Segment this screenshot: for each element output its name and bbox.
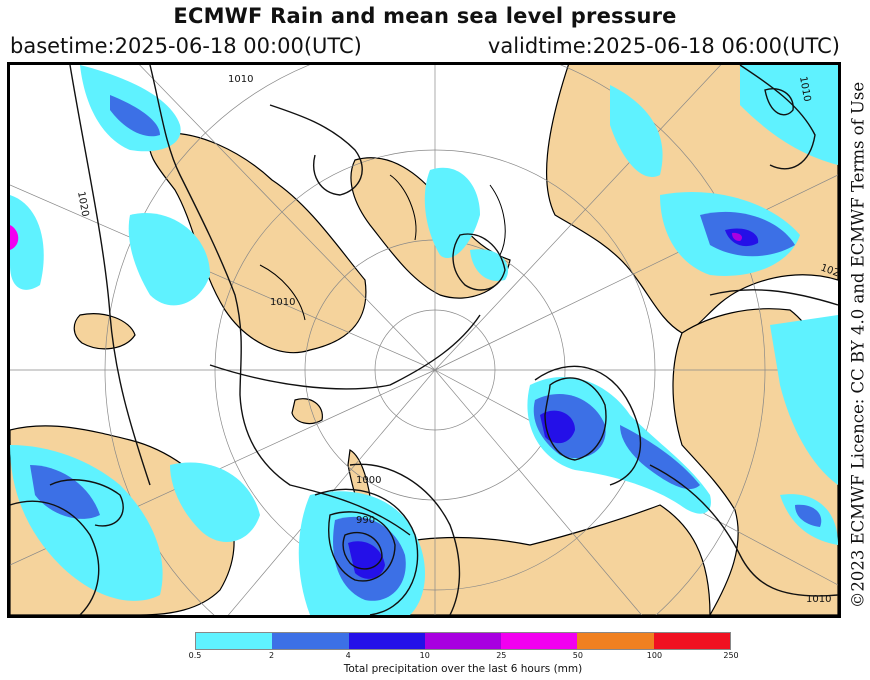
colorbar-tick: 50 xyxy=(572,651,583,660)
precip-labrador xyxy=(10,195,44,290)
colorbar-tick: 100 xyxy=(646,651,663,660)
licence-label: ©2023 ECMWF Licence: CC BY 4.0 and ECMWF… xyxy=(848,81,868,609)
colorbar-tick: 250 xyxy=(723,651,739,660)
land-iceland xyxy=(73,313,136,350)
precip-north-america-east xyxy=(610,85,663,177)
colorbar-segment xyxy=(501,633,578,649)
validtime-label: validtime:2025-06-18 06:00(UTC) xyxy=(487,34,840,58)
isobar-label: 1020 xyxy=(75,191,90,218)
land-greenland xyxy=(148,132,367,354)
land-svalbard xyxy=(291,398,323,425)
map-canvas: 1010 1020 1010 1010 1000 990 1020 1010 xyxy=(10,65,838,615)
isobar-label: 1010 xyxy=(228,74,253,85)
precipitation-colorbar xyxy=(195,632,731,650)
colorbar-segment xyxy=(577,633,654,649)
colorbar-segment xyxy=(348,633,425,649)
isobar-label: 990 xyxy=(356,515,375,526)
precip-greenland-sea xyxy=(128,213,210,306)
colorbar-label: Total precipitation over the last 6 hour… xyxy=(343,663,583,675)
colorbar-tick: 4 xyxy=(345,651,351,660)
isobar-label: 1010 xyxy=(270,297,295,308)
basetime-label: basetime:2025-06-18 00:00(UTC) xyxy=(10,34,362,58)
map-panel[interactable]: 1010 1020 1010 1010 1000 990 1020 1010 xyxy=(7,62,841,618)
colorbar-ticks: 0.5 2 4 10 25 50 100 250 xyxy=(189,651,739,663)
isobar-label: 1010 xyxy=(797,76,812,103)
colorbar-segment xyxy=(272,633,349,649)
precip-canada-north xyxy=(424,167,480,259)
chart-title: ECMWF Rain and mean sea level pressure xyxy=(173,4,677,28)
colorbar-segment xyxy=(196,633,273,649)
colorbar-tick: 10 xyxy=(419,651,430,660)
colorbar-segment xyxy=(653,633,730,649)
colorbar-segment xyxy=(424,633,502,649)
precip-alaska-east xyxy=(770,315,838,485)
colorbar-tick: 25 xyxy=(496,651,507,660)
isobar-label: 1010 xyxy=(806,594,831,605)
colorbar-tick: 2 xyxy=(269,651,275,660)
colorbar-tick: 0.5 xyxy=(188,651,202,660)
isobars xyxy=(10,65,838,615)
isobar-labels: 1010 1020 1010 1010 1000 990 1020 1010 xyxy=(75,74,838,605)
licence-text: ©2023 ECMWF Licence: CC BY 4.0 and ECMWF… xyxy=(846,81,870,609)
isobar-label: 1000 xyxy=(356,475,381,486)
coastline-details xyxy=(259,174,506,321)
